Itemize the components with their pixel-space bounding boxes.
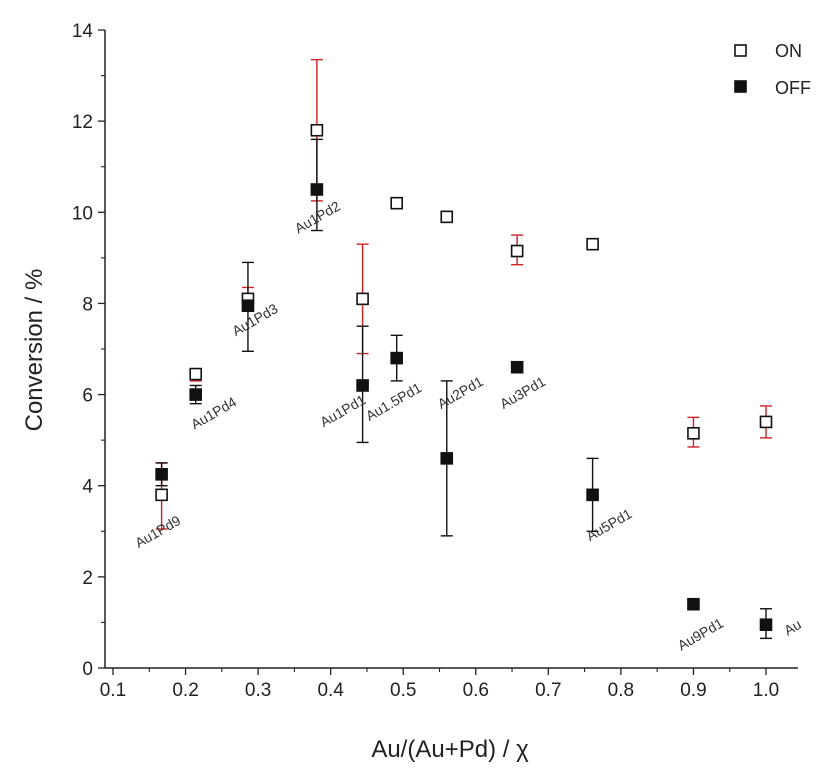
y-tick-label: 0 xyxy=(82,659,93,680)
y-tick-label: 4 xyxy=(82,477,93,498)
x-tick-label: 0.3 xyxy=(245,680,271,701)
legend-off-label: OFF xyxy=(775,78,811,98)
on-data-point xyxy=(510,244,524,258)
on-data-point xyxy=(759,415,773,429)
on-data-point xyxy=(440,210,454,224)
y-tick-label: 2 xyxy=(82,568,93,589)
errorbars-group xyxy=(155,58,772,640)
y-ticks: 0 2 4 6 8 10 12 14 xyxy=(72,21,105,680)
off-data-point xyxy=(687,597,700,611)
point-label: Au1.5Pd1 xyxy=(363,379,424,424)
y-tick-label: 12 xyxy=(72,112,93,133)
off-data-point xyxy=(510,360,524,374)
off-data-point xyxy=(586,488,599,502)
x-tick-label: 0.1 xyxy=(100,680,126,701)
on-data-point xyxy=(687,427,700,440)
off-data-point xyxy=(155,468,168,481)
y-axis-title: Conversion / % xyxy=(21,269,48,432)
point-label: Au2Pd1 xyxy=(435,373,486,412)
y-tick-label: 10 xyxy=(72,203,93,224)
y-tick-label: 8 xyxy=(82,294,93,315)
legend-off-marker xyxy=(734,80,747,93)
axes-group: 0.1 0.2 0.3 0.4 0.5 0.6 0.7 0.8 0.9 1.0 0 2 4 6 8 10 12… xyxy=(72,21,798,701)
x-tick-label: 1.0 xyxy=(753,680,779,701)
x-tick-label: 0.9 xyxy=(680,680,706,701)
x-tick-label: 0.8 xyxy=(608,680,634,701)
off-data-point xyxy=(189,388,203,401)
on-data-point xyxy=(189,367,203,381)
off-data-point xyxy=(759,618,773,632)
x-tick-label: 0.6 xyxy=(463,680,489,701)
x-ticks: 0.1 0.2 0.3 0.4 0.5 0.6 0.7 0.8 0.9 1.0 xyxy=(100,668,779,701)
point-label: Au1Pd9 xyxy=(132,512,183,551)
on-data-point xyxy=(310,123,324,137)
on-data-point xyxy=(390,196,403,210)
legend-on-marker xyxy=(734,44,747,57)
y-tick-label: 6 xyxy=(82,386,93,407)
point-label: Au1Pd3 xyxy=(229,300,280,339)
legend-on-label: ON xyxy=(775,41,802,61)
point-label: Au5Pd1 xyxy=(583,505,634,544)
x-tick-label: 0.7 xyxy=(535,680,561,701)
legend: ON OFF xyxy=(734,41,811,98)
off-data-point xyxy=(241,299,255,313)
x-tick-label: 0.5 xyxy=(390,680,416,701)
y-tick-label: 14 xyxy=(72,21,94,42)
markers-group xyxy=(155,123,773,632)
on-data-point xyxy=(155,488,168,502)
x-tick-label: 0.2 xyxy=(172,680,198,701)
off-data-point xyxy=(356,379,369,392)
off-data-point xyxy=(440,452,454,465)
off-data-point xyxy=(390,351,403,365)
off-data-point xyxy=(310,183,324,196)
point-label: Au xyxy=(781,616,804,638)
point-label: Au3Pd1 xyxy=(497,373,548,412)
point-label: Au9Pd1 xyxy=(675,615,726,654)
x-axis-title: Au/(Au+Pd) / χ xyxy=(371,736,529,763)
on-data-point xyxy=(356,292,369,306)
point-label: Au1Pd1 xyxy=(317,391,368,430)
x-tick-label: 0.4 xyxy=(317,680,344,701)
on-data-point xyxy=(586,237,599,251)
